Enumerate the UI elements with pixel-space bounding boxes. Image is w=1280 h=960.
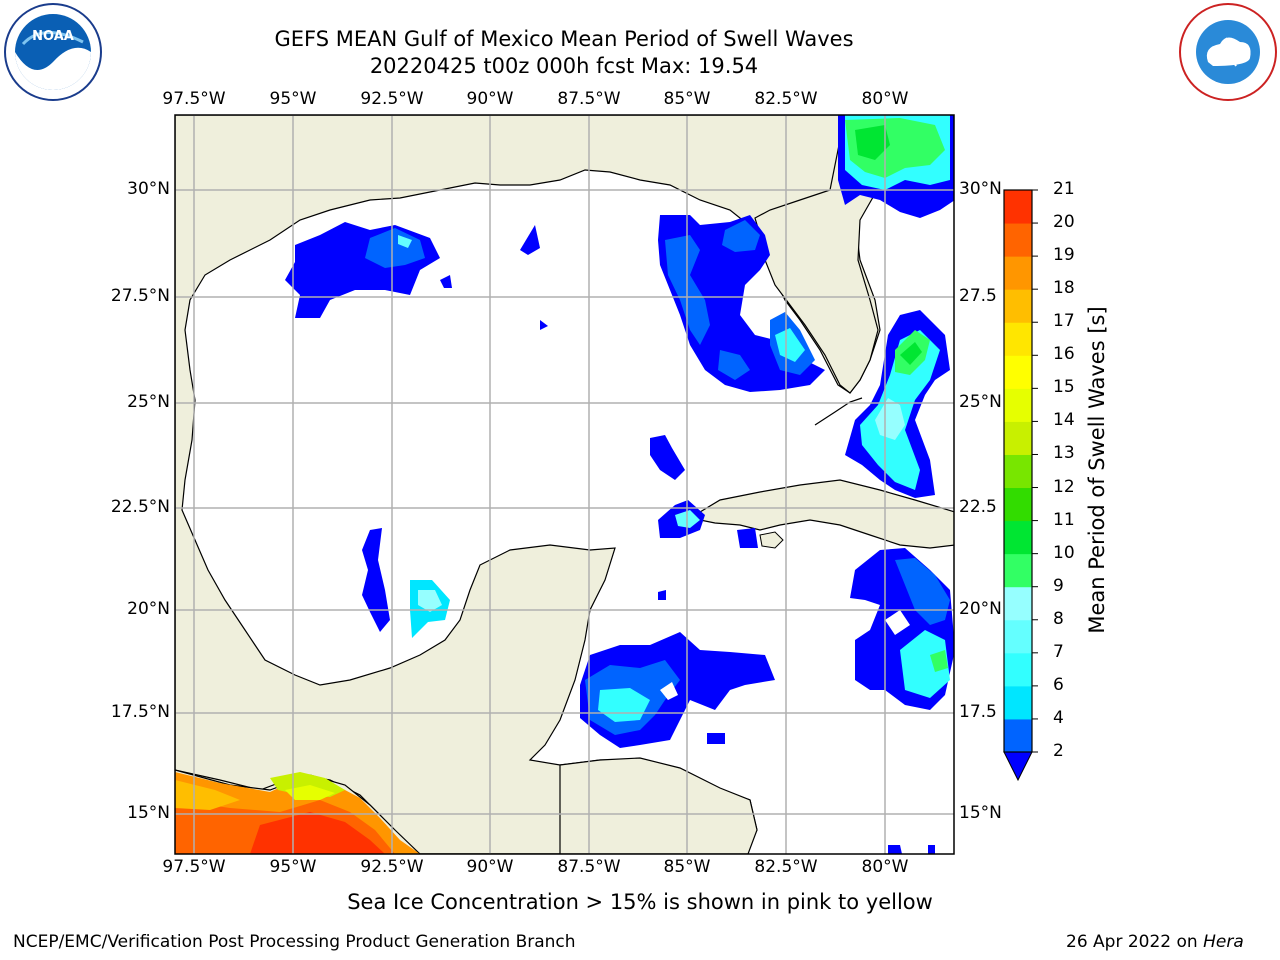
colorbar — [1004, 189, 1038, 753]
atlantic-swell-patches — [838, 115, 954, 854]
colorbar-tick-label: 20 — [1053, 212, 1075, 233]
colorbar-tick-label: 9 — [1053, 575, 1064, 596]
footer-credit: NCEP/EMC/Verification Post Processing Pr… — [13, 932, 576, 952]
lat-tick-label-right: 22.5 — [959, 497, 997, 517]
ice-note: Sea Ice Concentration > 15% is shown in … — [347, 890, 933, 914]
colorbar-band — [1004, 190, 1032, 224]
lat-tick-label-left: 17.5°N — [110, 702, 170, 722]
colorbar-tick-label: 16 — [1053, 344, 1075, 365]
colorbar-band — [1004, 355, 1032, 389]
lat-tick-label-right: 17.5 — [959, 702, 997, 722]
florida-keys — [814, 397, 863, 426]
chart-subtitle: 20220425 t00z 000h fcst Max: 19.54 — [369, 54, 759, 78]
footer-host: Hera — [1203, 932, 1244, 952]
lon-tick-label-top: 97.5°W — [162, 89, 226, 109]
colorbar-band — [1004, 223, 1032, 257]
land-jamaica — [759, 531, 784, 549]
lat-tick-label-right: 20°N — [959, 599, 1002, 619]
colorbar-band — [1004, 289, 1032, 323]
colorbar-tick-label: 8 — [1053, 608, 1064, 629]
colorbar-tick-label: 10 — [1053, 542, 1075, 563]
lon-tick-label-top: 80°W — [861, 89, 909, 109]
lat-tick-label-left: 22.5°N — [110, 497, 170, 517]
lon-tick-label-top: 87.5°W — [557, 89, 621, 109]
noaa-logo-text: NOAA — [32, 29, 74, 44]
footer-date-text: 26 Apr 2022 on — [1066, 932, 1204, 952]
colorbar-tick-label: 4 — [1053, 707, 1064, 728]
land-cuba — [688, 479, 954, 549]
colorbar-title: Mean Period of Swell Waves [s] — [1085, 306, 1109, 634]
colorbar-tick-label: 15 — [1053, 377, 1075, 398]
lon-tick-label-bottom: 97.5°W — [162, 857, 226, 877]
colorbar-band — [1004, 586, 1032, 621]
colorbar-tick-label: 6 — [1053, 674, 1064, 695]
colorbar-band — [1004, 553, 1032, 588]
lon-tick-label-bottom: 82.5°W — [754, 857, 818, 877]
lat-tick-label-right: 15°N — [959, 803, 1002, 823]
chart-title: GEFS MEAN Gulf of Mexico Mean Period of … — [274, 27, 854, 51]
lat-tick-label-left: 30°N — [127, 179, 170, 199]
colorbar-tick-label: 17 — [1053, 311, 1075, 332]
colorbar-band — [1004, 388, 1032, 422]
colorbar-band — [1004, 421, 1032, 455]
colorbar-band — [1004, 487, 1032, 522]
lon-tick-label-bottom: 85°W — [663, 857, 711, 877]
colorbar-band — [1004, 454, 1032, 489]
colorbar-band — [1004, 322, 1032, 356]
colorbar-band — [1004, 619, 1032, 654]
colorbar-frame — [1003, 189, 1033, 753]
lon-tick-label-top: 82.5°W — [754, 89, 818, 109]
colorbar-tick-label: 7 — [1053, 641, 1064, 662]
lon-tick-label-top: 90°W — [466, 89, 514, 109]
colorbar-band — [1004, 256, 1032, 290]
lat-tick-label-right: 30°N — [959, 179, 1002, 199]
gulf-swell-patches — [285, 215, 825, 748]
colorbar-tick-label: 19 — [1053, 245, 1075, 266]
colorbar-band — [1004, 685, 1032, 720]
lon-tick-label-bottom: 87.5°W — [557, 857, 621, 877]
lat-tick-label-right: 25°N — [959, 392, 1002, 412]
lat-tick-label-left: 20°N — [127, 599, 170, 619]
colorbar-band — [1004, 652, 1032, 687]
lon-tick-label-bottom: 95°W — [269, 857, 317, 877]
colorbar-tick-label: 11 — [1053, 509, 1075, 530]
colorbar-band — [1004, 520, 1032, 555]
lon-tick-label-top: 95°W — [269, 89, 317, 109]
colorbar-tick-label: 21 — [1053, 179, 1075, 199]
lon-tick-label-bottom: 92.5°W — [360, 857, 424, 877]
colorbar-tick-label: 13 — [1053, 443, 1075, 464]
colorbar-tick-label: 18 — [1053, 278, 1075, 299]
map-frame — [174, 114, 955, 855]
lon-tick-label-bottom: 90°W — [466, 857, 514, 877]
colorbar-extend-triangle — [1003, 751, 1033, 782]
footer-date: 26 Apr 2022 on Hera — [1066, 932, 1244, 952]
lon-tick-label-bottom: 80°W — [861, 857, 909, 877]
nws-logo — [1179, 3, 1277, 101]
colorbar-band — [1004, 718, 1032, 753]
colorbar-tick-label: 2 — [1053, 741, 1064, 761]
lon-tick-label-top: 92.5°W — [360, 89, 424, 109]
lat-tick-label-left: 15°N — [127, 803, 170, 823]
colorbar-tick-label: 12 — [1053, 476, 1075, 497]
colorbar-tick-label: 14 — [1053, 410, 1075, 431]
noaa-logo — [4, 3, 102, 101]
graticule — [175, 115, 954, 854]
lon-tick-label-top: 85°W — [663, 89, 711, 109]
lat-tick-label-left: 25°N — [127, 392, 170, 412]
lat-tick-label-left: 27.5°N — [110, 286, 170, 306]
lat-tick-label-right: 27.5 — [959, 286, 997, 306]
